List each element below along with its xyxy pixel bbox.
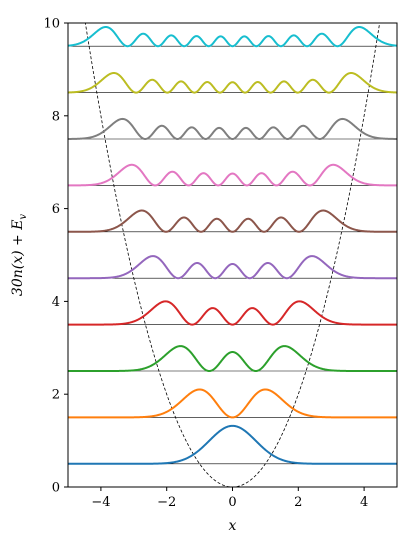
- density-series-n1: [68, 388, 397, 419]
- y-tick-label: 10: [43, 17, 60, 32]
- y-tick-label: 8: [52, 109, 60, 124]
- y-axis-label-main: 30n(x) + E: [10, 220, 26, 297]
- y-tick-label: 6: [52, 202, 60, 217]
- density-series-n8: [68, 71, 397, 94]
- x-tick-label: −2: [157, 495, 176, 510]
- y-axis-label: 30n(x) + Ev: [10, 214, 29, 297]
- density-series-n0: [68, 424, 397, 465]
- y-tick-label: 4: [52, 295, 60, 310]
- y-tick-label: 0: [52, 481, 60, 496]
- density-series-n2: [68, 345, 397, 372]
- x-tick-label: −4: [91, 495, 110, 510]
- y-tick-label: 2: [52, 388, 60, 403]
- density-series-n6: [68, 163, 397, 187]
- density-series-n3: [68, 300, 397, 326]
- density-series-n5: [68, 209, 397, 233]
- density-series-n9: [68, 25, 397, 48]
- x-tick-label: 0: [228, 495, 236, 510]
- x-tick-label: 2: [294, 495, 302, 510]
- energy-baselines: [68, 45, 397, 465]
- x-axis-label: x: [229, 518, 237, 534]
- potential-curve: [84, 23, 381, 487]
- density-series-n7: [68, 117, 397, 140]
- density-series-n4: [68, 255, 397, 280]
- density-series-group: [68, 25, 397, 465]
- x-axis: −4 −2 0 2 4: [91, 487, 368, 510]
- y-axis-label-sub: v: [18, 214, 29, 220]
- y-axis: 0 2 4 6 8 10: [43, 17, 68, 496]
- x-tick-label: 4: [360, 495, 368, 510]
